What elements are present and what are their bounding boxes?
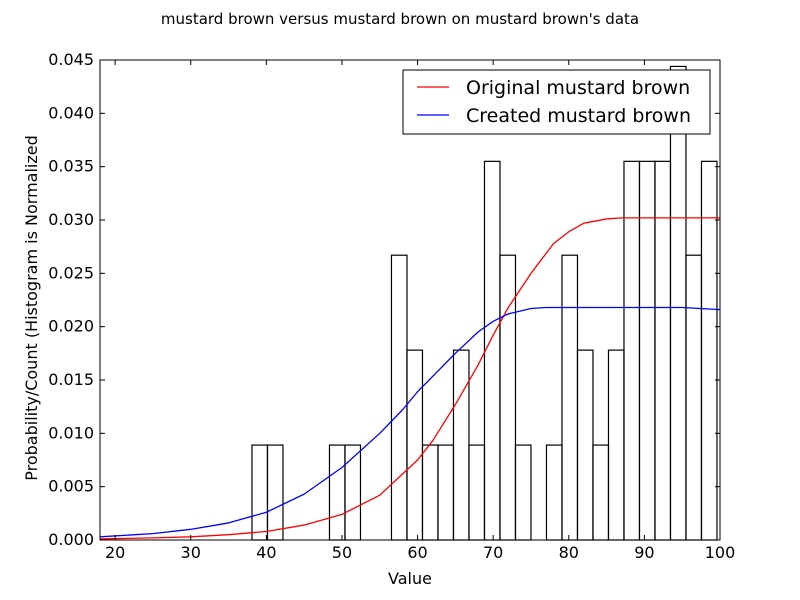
histogram-bar <box>592 444 610 541</box>
y-tick-label: 0.025 <box>48 263 94 282</box>
histogram-bar <box>266 444 284 541</box>
y-tick-label: 0.005 <box>48 477 94 496</box>
histogram-bar <box>390 254 408 541</box>
chart-title: mustard brown versus mustard brown on mu… <box>160 10 640 28</box>
x-tick-label: 30 <box>181 543 201 562</box>
plot-frame <box>99 59 721 541</box>
histogram-bar <box>545 444 563 541</box>
x-tick-label: 50 <box>332 543 352 562</box>
histogram-bar <box>499 254 517 541</box>
histogram-bar <box>514 444 532 541</box>
legend-entry: Original mustard brown <box>466 77 690 99</box>
histogram-bar <box>344 444 362 541</box>
x-tick-label: 70 <box>483 543 503 562</box>
histogram-bar <box>251 444 269 541</box>
y-tick-label: 0.040 <box>48 103 94 122</box>
x-tick-label: 100 <box>705 543 736 562</box>
histogram-bar <box>437 444 455 541</box>
y-tick-label: 0.000 <box>48 530 94 549</box>
legend: Original mustard brown Created mustard br… <box>402 69 711 135</box>
x-axis-label: Value <box>388 569 432 588</box>
series-line-created <box>99 306 721 538</box>
axes: 20 30 40 50 60 70 80 90 100 0.000 0.005 0.010 0.015 0… <box>22 50 735 588</box>
histogram-bar <box>576 349 594 541</box>
y-axis-label: Probability/Count (Histogram is Normaliz… <box>22 135 41 481</box>
y-tick-label: 0.030 <box>48 210 94 229</box>
histogram-bar <box>421 444 439 541</box>
histogram-bar <box>561 254 579 541</box>
histogram-bar <box>452 349 470 541</box>
histogram-bar <box>328 444 346 541</box>
x-tick-label: 20 <box>105 543 125 562</box>
histogram-bar <box>483 160 501 541</box>
y-tick-label: 0.035 <box>48 157 94 176</box>
density-curves <box>99 217 721 540</box>
histogram-bars <box>251 65 718 541</box>
x-tick-label: 60 <box>407 543 427 562</box>
y-tick-label: 0.015 <box>48 370 94 389</box>
y-tick-label: 0.045 <box>48 50 94 69</box>
y-tick-label: 0.020 <box>48 317 94 336</box>
legend-entry: Created mustard brown <box>466 105 691 127</box>
histogram-bar <box>669 65 687 541</box>
histogram-bar <box>607 349 625 541</box>
histogram-bar <box>406 349 424 541</box>
x-tick-label: 40 <box>256 543 276 562</box>
x-tick-label: 80 <box>559 543 579 562</box>
legend-box <box>402 69 711 135</box>
histogram-bar <box>685 254 703 541</box>
histogram-bar <box>468 444 486 541</box>
y-tick-label: 0.010 <box>48 423 94 442</box>
series-line-original <box>99 217 720 540</box>
x-tick-label: 90 <box>634 543 654 562</box>
